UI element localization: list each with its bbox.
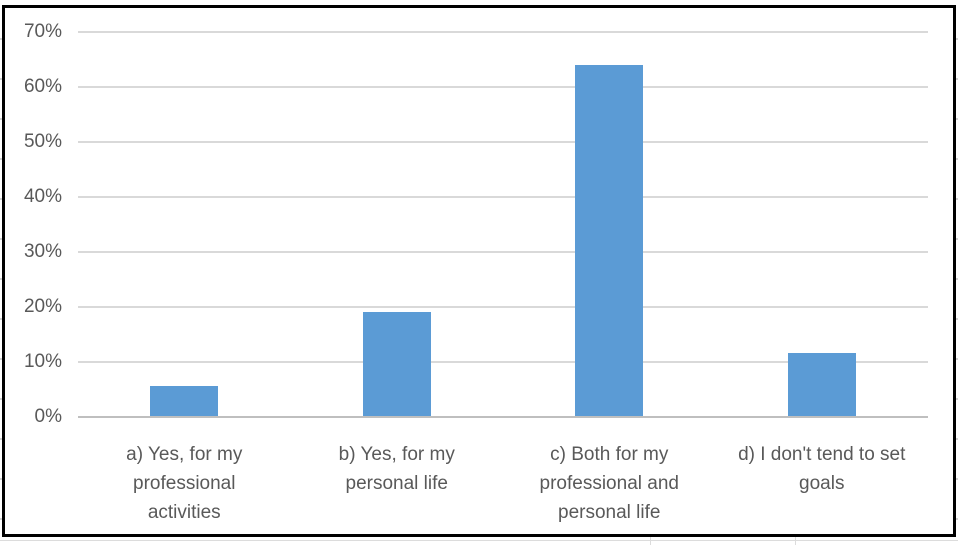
worksheet-gridline-stubs-right: [956, 0, 958, 537]
gridline: [78, 140, 928, 143]
chart-frame: [2, 5, 956, 537]
y-tick-label: 10%: [23, 350, 62, 372]
y-tick-label: 0%: [34, 405, 62, 427]
gridline: [78, 31, 928, 33]
x-axis-line: [78, 415, 928, 418]
worksheet-gridline-bottom: [0, 540, 958, 541]
bar: [362, 312, 431, 417]
y-tick-label: 20%: [23, 295, 62, 317]
bar: [150, 386, 219, 417]
bar: [787, 353, 856, 417]
x-category-label: c) Both for my professional and personal…: [539, 444, 679, 523]
worksheet-gridline-stubs-left: [0, 0, 2, 537]
gridline: [78, 360, 928, 363]
worksheet-gridline-stub-vertical: [795, 537, 796, 545]
x-category-label: d) I don't tend to set goals: [738, 444, 906, 494]
y-tick-label: 30%: [23, 240, 62, 262]
worksheet-gridline-stub-vertical: [650, 537, 651, 545]
gridline: [78, 195, 928, 198]
gridline: [78, 85, 928, 88]
gridline: [78, 305, 928, 308]
bar: [575, 64, 644, 417]
gridline: [78, 250, 928, 253]
x-category-label: a) Yes, for my professional activities: [126, 444, 243, 523]
y-tick-label: 40%: [23, 185, 62, 207]
y-tick-label: 70%: [23, 21, 62, 42]
y-tick-label: 50%: [23, 130, 62, 152]
x-category-label: b) Yes, for my personal life: [338, 444, 455, 494]
y-tick-label: 60%: [23, 75, 62, 97]
